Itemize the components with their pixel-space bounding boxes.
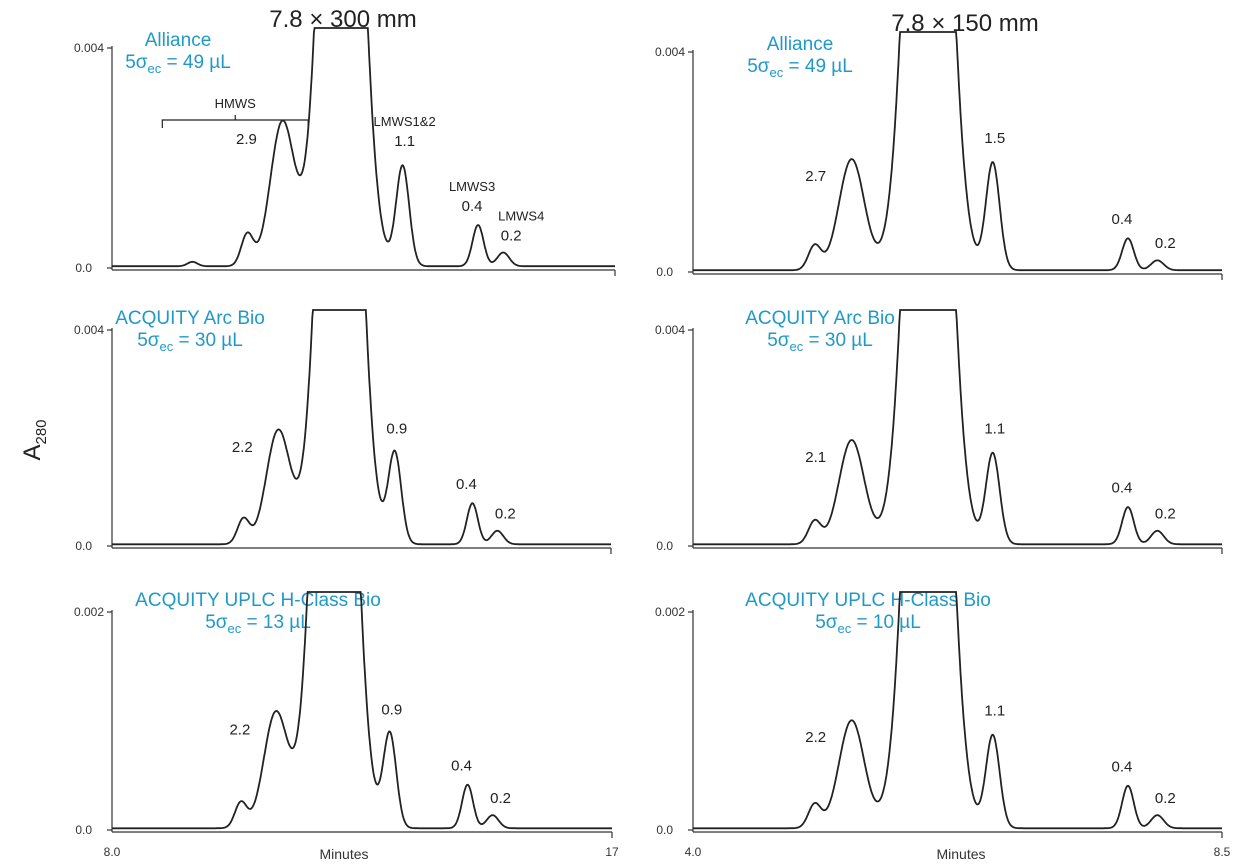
y-tick-label: 0.0: [75, 539, 92, 553]
peak-label: 0.2: [1155, 235, 1176, 252]
y-tick-label: 0.002: [74, 605, 104, 619]
peak-label: 0.2: [1155, 790, 1176, 807]
peak-label: 1.1: [394, 133, 415, 150]
instrument-label: ACQUITY UPLC H-Class Bio: [745, 590, 991, 611]
y-tick-label: 0.004: [655, 323, 685, 337]
chromatogram-trace: [112, 591, 612, 830]
peak-label: 1.5: [984, 130, 1005, 147]
x-axis-label-left: Minutes: [319, 846, 368, 862]
sigma-ec-label: 5σec = 10 µL: [815, 612, 921, 636]
svg-text:A280: A280: [19, 419, 50, 460]
sigma-ec-label: 5σec = 30 µL: [137, 330, 243, 354]
peak-label: 0.2: [490, 790, 511, 807]
chromatogram-trace: [112, 27, 615, 268]
y-axis-label-main: A: [19, 445, 46, 461]
chromatogram-trace: [693, 31, 1222, 272]
sigma-ec-label: 5σec = 49 µL: [747, 56, 853, 80]
y-tick-label: 0.002: [655, 605, 685, 619]
instrument-label: Alliance: [145, 30, 212, 51]
peak-label: 0.2: [495, 506, 516, 523]
sigma-ec-label: 5σec = 30 µL: [767, 330, 873, 354]
y-axis-label: A280: [19, 419, 50, 460]
y-tick-label: 0.0: [656, 265, 673, 279]
instrument-label: ACQUITY Arc Bio: [115, 308, 265, 329]
y-axis-label-subscript: 280: [33, 419, 50, 444]
peak-label: 0.4: [1112, 211, 1133, 228]
chart-panel-5: 0.0 0.002 8.0 17 ACQUITY UPLC H-Class Bio5σe…: [74, 590, 619, 859]
peak-name-label: LMWS1&2: [374, 114, 436, 129]
peak-label: 0.4: [462, 198, 483, 215]
chart-panel-6: 0.0 0.002 4.0 8.5 ACQUITY UPLC H-Class Bio5σ…: [655, 590, 1231, 859]
x-axis-label-right: Minutes: [936, 846, 985, 862]
x-tick-label: 4.0: [685, 845, 702, 859]
peak-label: 0.4: [1112, 758, 1133, 775]
peak-name-label: LMWS4: [498, 208, 544, 223]
hmws-bracket: [161, 115, 309, 128]
x-tick-label: 8.0: [104, 845, 121, 859]
y-tick-label: 0.004: [74, 323, 104, 337]
hmws-label: HMWS: [215, 96, 256, 111]
peak-label: 0.4: [451, 757, 472, 774]
peak-label: 2.2: [229, 721, 250, 738]
x-tick-label: 17: [605, 845, 619, 859]
peak-label: 2.1: [805, 449, 826, 466]
y-tick-label: 0.0: [656, 823, 673, 837]
y-tick-label: 0.0: [656, 539, 673, 553]
peak-label: 2.9: [236, 131, 257, 148]
peak-label: 1.1: [984, 702, 1005, 719]
y-tick-label: 0.0: [75, 823, 92, 837]
y-tick-label: 0.004: [655, 45, 685, 59]
column-title-300mm: 7.8 × 300 mm: [269, 6, 416, 33]
sigma-ec-label: 5σec = 13 µL: [205, 612, 311, 636]
peak-label: 2.2: [805, 729, 826, 746]
peak-label: 0.9: [381, 701, 402, 718]
sigma-ec-label: 5σec = 49 µL: [125, 52, 231, 76]
column-title-150mm: 7.8 × 150 mm: [891, 10, 1038, 37]
peak-label: 0.2: [501, 227, 522, 244]
peak-label: 0.4: [456, 476, 477, 493]
chromatogram-trace: [693, 591, 1222, 830]
peak-label: 0.4: [1112, 480, 1133, 497]
y-tick-label: 0.004: [74, 41, 104, 55]
peak-label: 2.7: [805, 168, 826, 185]
peak-label: 1.1: [984, 420, 1005, 437]
peak-label: 0.9: [386, 420, 407, 437]
chromatogram-trace: [693, 309, 1222, 546]
peak-label: 2.2: [232, 439, 253, 456]
instrument-label: Alliance: [767, 34, 834, 55]
x-tick-label: 8.5: [1214, 845, 1231, 859]
instrument-label: ACQUITY Arc Bio: [745, 308, 895, 329]
y-tick-label: 0.0: [75, 261, 92, 275]
instrument-label: ACQUITY UPLC H-Class Bio: [135, 590, 381, 611]
peak-name-label: LMWS3: [449, 179, 495, 194]
chromatogram-trace: [112, 309, 611, 546]
peak-label: 0.2: [1155, 506, 1176, 523]
